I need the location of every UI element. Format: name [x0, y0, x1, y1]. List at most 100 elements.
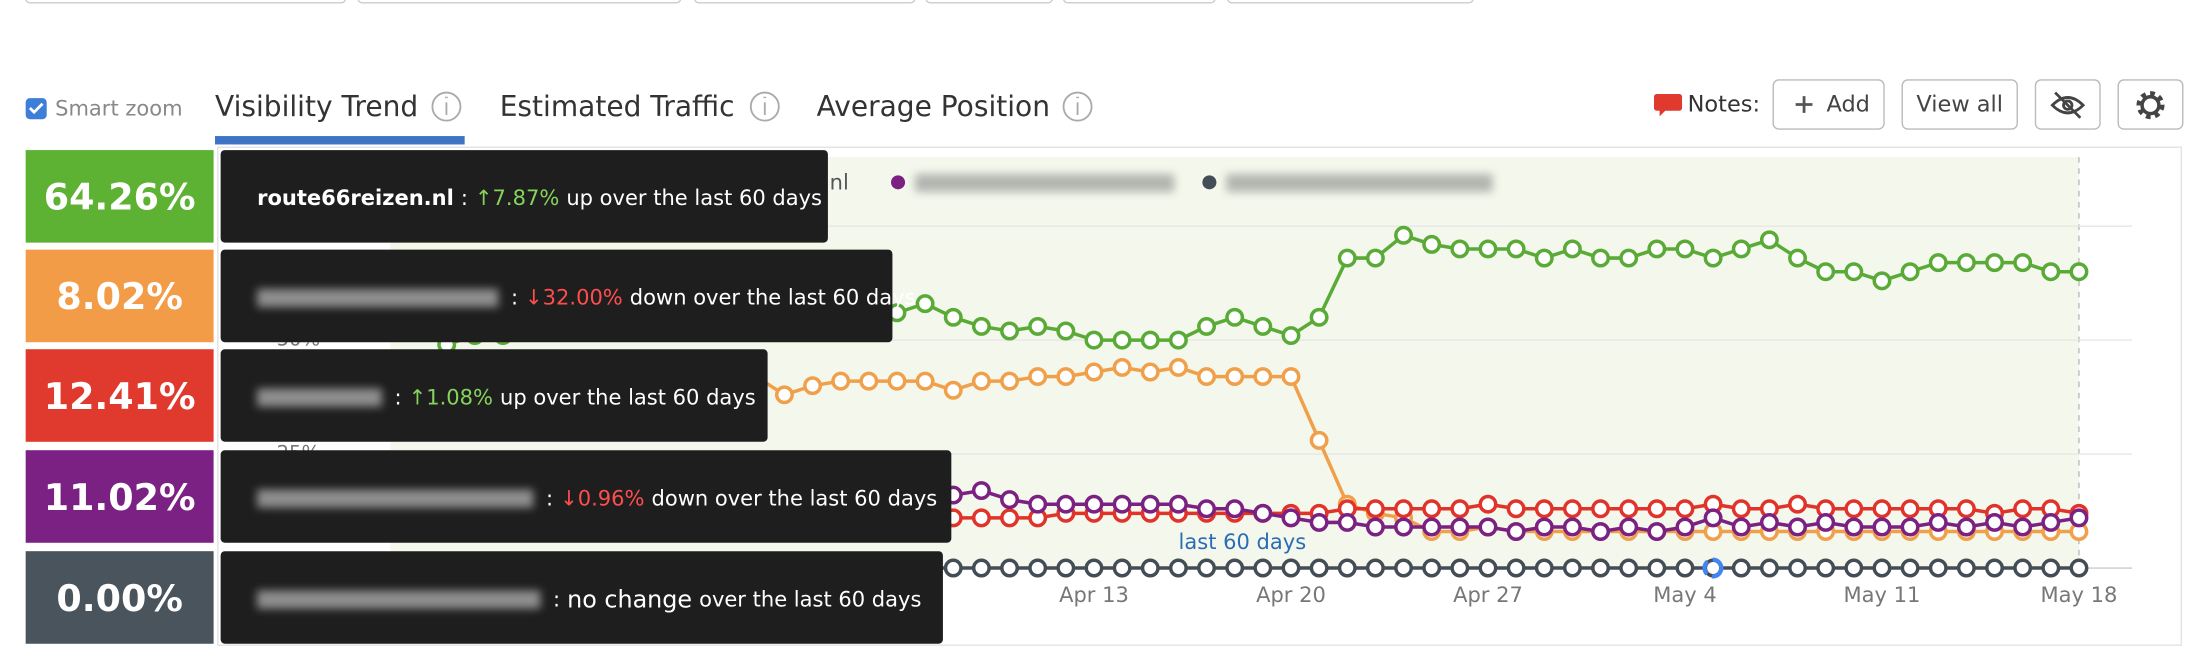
data-point: [1225, 307, 1245, 327]
data-point: [803, 376, 823, 396]
data-point: [1788, 248, 1808, 268]
tooltip-text: route66reizen.nl: ↑7.87% up over the last …: [257, 185, 822, 210]
data-point: [1140, 330, 1160, 350]
data-point: [1253, 558, 1273, 578]
data-point: [1225, 558, 1245, 578]
data-point: [1450, 558, 1470, 578]
stat-box: [25, 551, 214, 644]
data-point: [1928, 512, 1948, 532]
data-point: [1422, 558, 1442, 578]
tab[interactable]: Visibility Trend: [215, 90, 418, 123]
data-point: [1478, 558, 1498, 578]
x-tick-label: Apr 13: [1059, 582, 1129, 607]
data-point: [1140, 558, 1160, 578]
data-point: [1168, 330, 1188, 350]
change-note: down over the last 60 days: [630, 285, 916, 310]
data-point: [1281, 367, 1301, 387]
add-button[interactable]: [1772, 79, 1885, 130]
data-point: [1816, 512, 1836, 532]
tooltip: [220, 249, 893, 343]
data-point: [1534, 248, 1554, 268]
view-all-label[interactable]: View all: [1916, 92, 2003, 118]
data-point: [1394, 499, 1414, 519]
data-point: [1985, 253, 2004, 273]
domain-blurred: [257, 388, 382, 407]
x-tick-label: May 18: [2041, 582, 2118, 607]
data-point: [1140, 362, 1160, 382]
legend-dot: [1202, 175, 1217, 190]
data-point: [1000, 321, 1020, 341]
tab[interactable]: Estimated Traffic: [500, 90, 735, 123]
data-point: [1506, 239, 1526, 259]
data-point: [1506, 499, 1526, 519]
data-point: [1562, 499, 1582, 519]
change-note: down over the last 60 days: [652, 485, 938, 510]
data-point: [1478, 494, 1498, 514]
data-point: [1056, 558, 1076, 578]
plus-icon: [1795, 96, 1813, 113]
tab[interactable]: Average Position: [817, 90, 1050, 123]
data-point: [2069, 508, 2089, 528]
data-point: [1281, 326, 1301, 346]
data-point: [2041, 512, 2061, 532]
change: ↑7.87%: [475, 185, 559, 210]
check: [28, 102, 44, 115]
stat-box: [25, 349, 214, 442]
data-point: [1619, 248, 1639, 268]
data-point: [1225, 499, 1245, 519]
data-point: [2013, 499, 2033, 519]
data-point: [1985, 512, 2004, 532]
data-point: [1591, 558, 1611, 578]
data-point: [915, 371, 935, 391]
data-point: [1956, 517, 1976, 537]
data-point: [1928, 253, 1948, 273]
smart-zoom-label[interactable]: Smart zoom: [55, 95, 182, 120]
data-point: [1900, 499, 1920, 519]
overlays: 64.26% route66reizen.nl: ↑7.87% up over the…: [25, 150, 952, 644]
data-point: [1084, 330, 1104, 350]
settings-button[interactable]: [2117, 79, 2184, 130]
data-point: [1000, 371, 1020, 391]
data-point: [1309, 430, 1329, 450]
data-point: [1506, 522, 1526, 542]
data-point: [1028, 558, 1048, 578]
data-point: [1197, 499, 1217, 519]
annotation: last 60 days: [1179, 529, 1307, 554]
data-point: [1140, 494, 1160, 514]
data-point: [859, 371, 879, 391]
tooltip: [220, 450, 952, 543]
data-point: [1844, 558, 1864, 578]
stat-value: 64.26%: [44, 176, 196, 219]
data-point: [1956, 253, 1976, 273]
data-point: [1112, 558, 1132, 578]
data-point: [1394, 517, 1414, 537]
stat-value: 0.00%: [56, 577, 182, 620]
data-point: [1759, 512, 1779, 532]
view-all-button[interactable]: [1901, 79, 2018, 130]
data-point: [1591, 248, 1611, 268]
data-point: [1562, 239, 1582, 259]
add-label[interactable]: Add: [1827, 92, 1870, 118]
data-point: [1337, 558, 1357, 578]
top-inputs: [25, 0, 1474, 4]
data-point: [1703, 508, 1723, 528]
separator: :: [546, 485, 553, 510]
separator: :: [461, 185, 468, 210]
data-point: [1759, 558, 1779, 578]
data-point: [1450, 499, 1470, 519]
data-point: [1647, 522, 1667, 542]
data-point: [1281, 508, 1301, 528]
data-point: [2041, 262, 2061, 282]
domain: route66reizen.nl: [257, 185, 454, 210]
tooltip-text: : ↑1.08% up over the last 60 days: [395, 384, 756, 409]
change-note: up over the last 60 days: [500, 384, 756, 409]
data-point: [1084, 362, 1104, 382]
x-tick-label: May 4: [1653, 582, 1717, 607]
stat-box: [25, 150, 214, 243]
data-point: [1872, 558, 1892, 578]
data-point: [1168, 357, 1188, 377]
info-icons: [431, 91, 1093, 122]
data-point: [1450, 517, 1470, 537]
change: ↑1.08%: [409, 384, 493, 409]
google-icon: [1702, 557, 1724, 579]
